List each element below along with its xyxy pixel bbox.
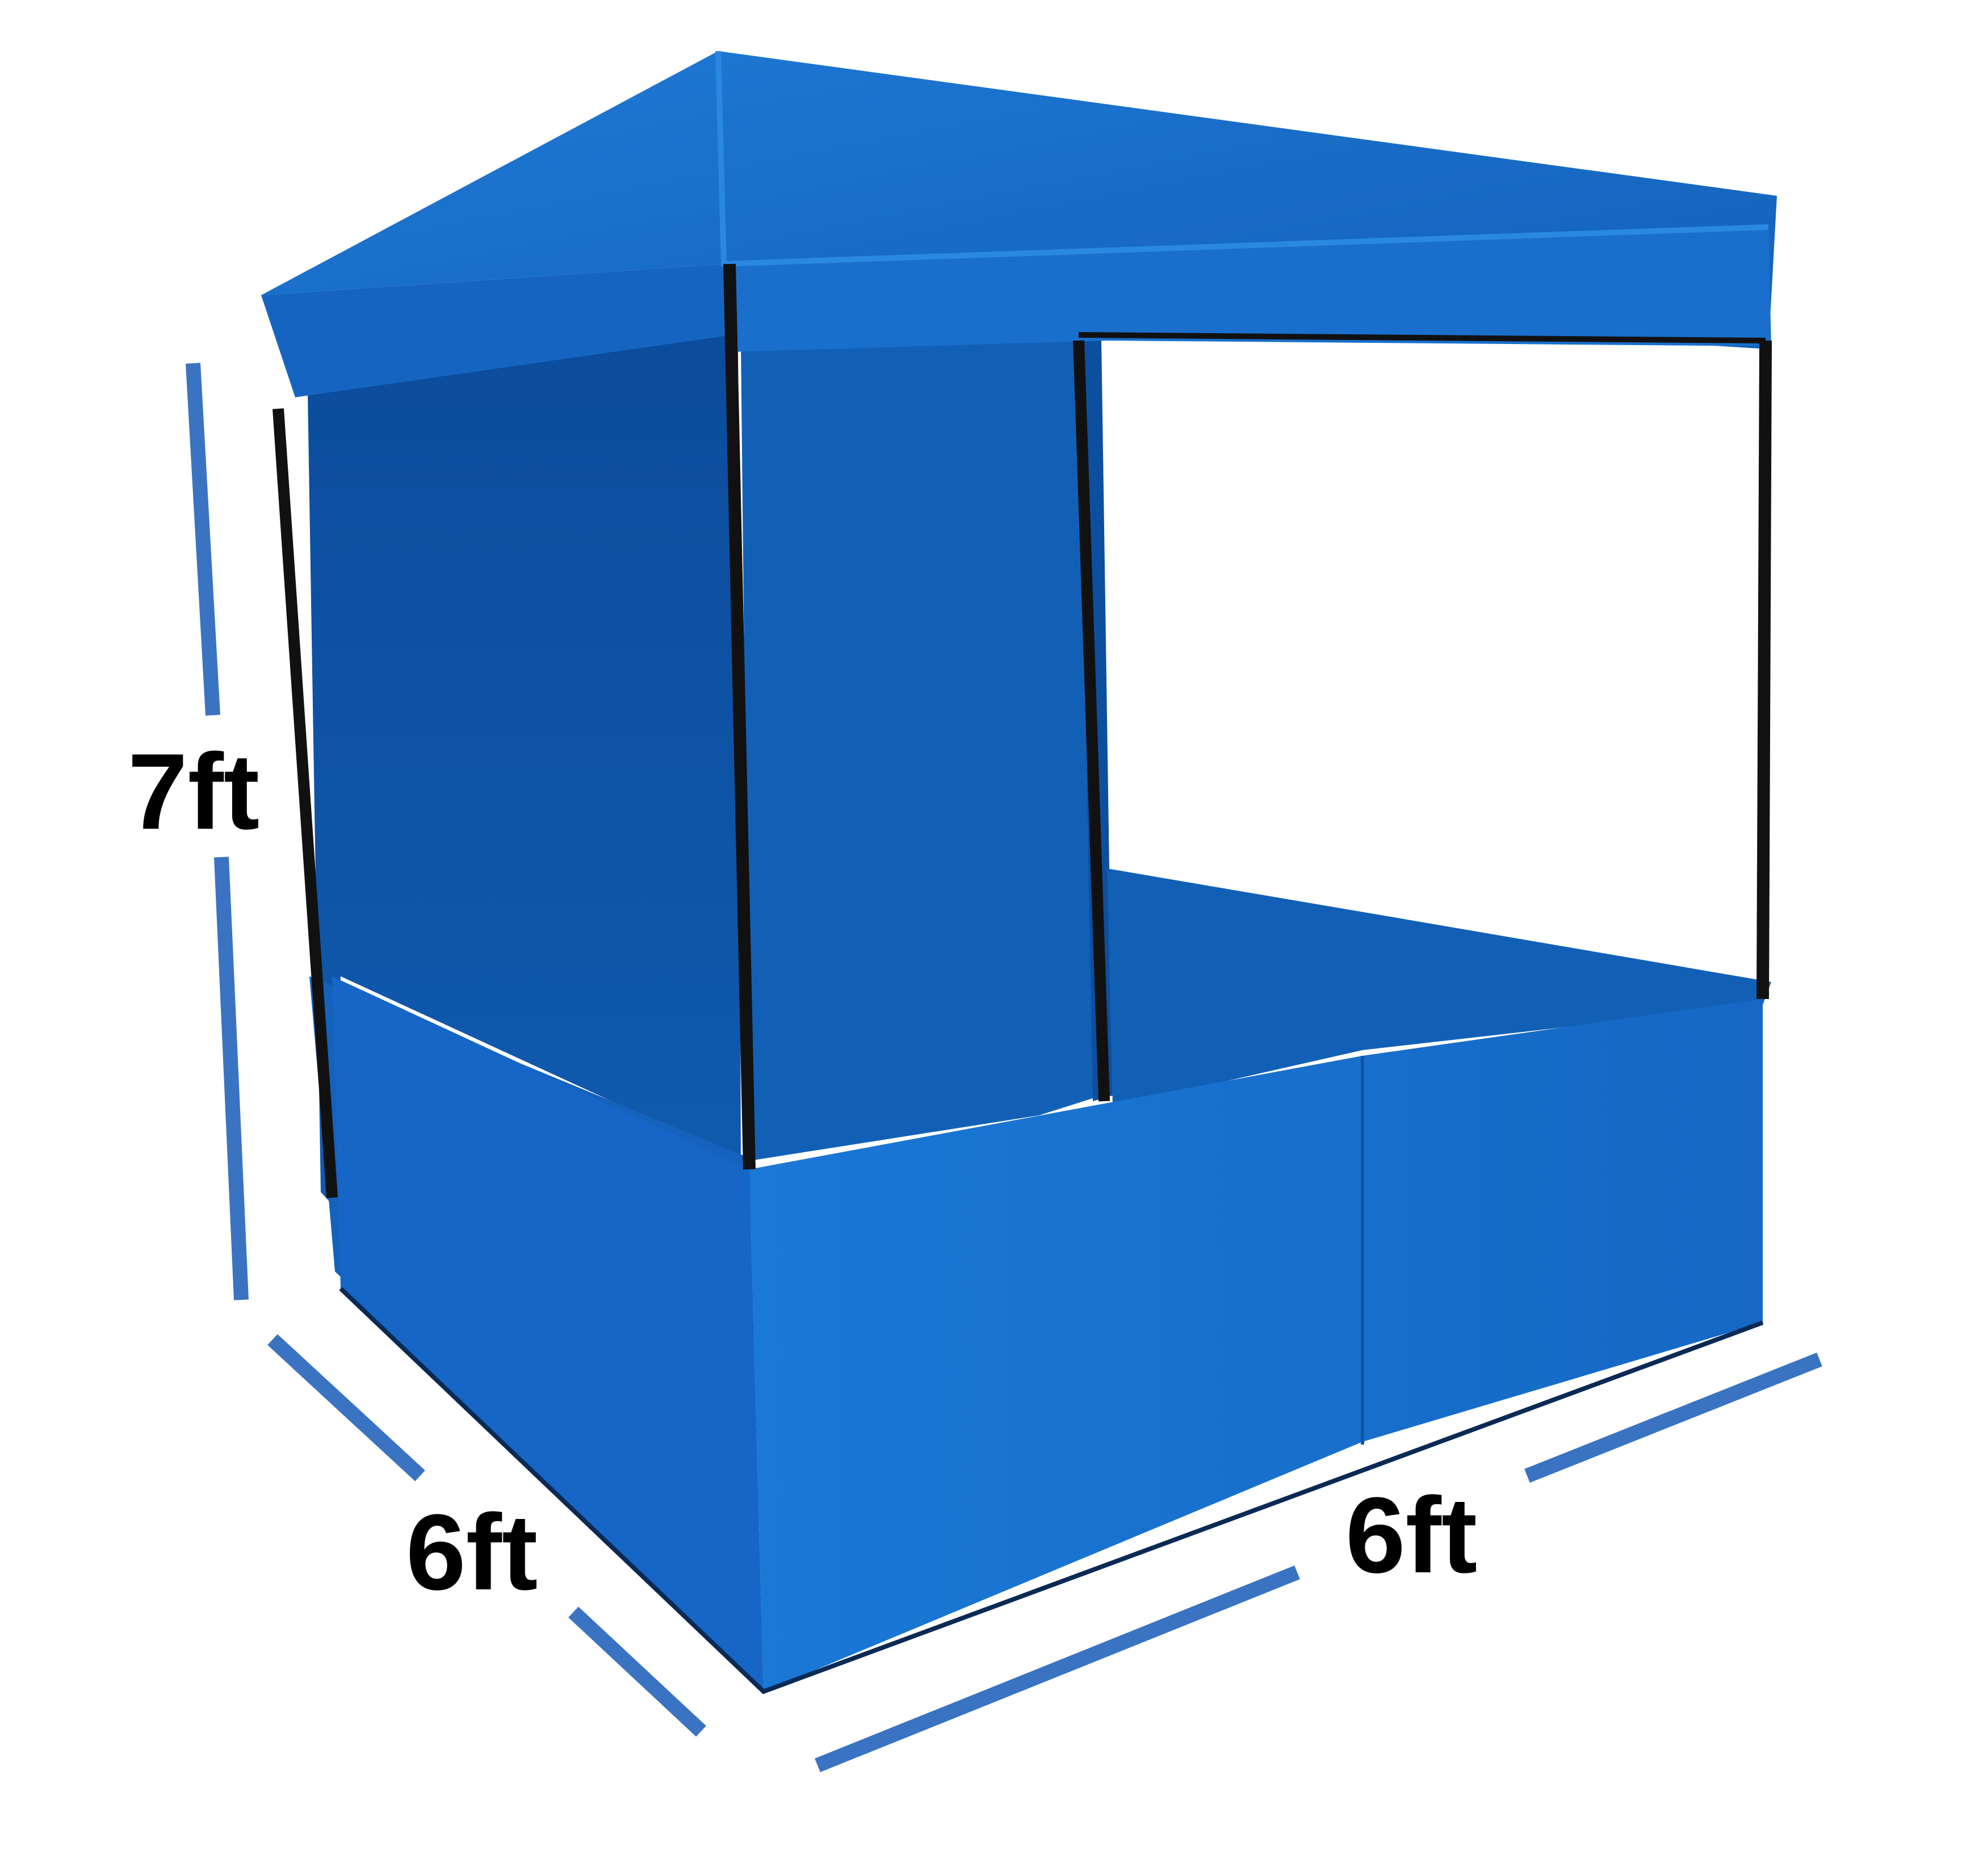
tent-frame-crossbar	[1078, 332, 1766, 343]
depth-dimension-line-upper	[267, 1334, 425, 1482]
tent-right-inner-wall	[1107, 868, 1771, 1107]
tent-pole-center	[1073, 340, 1110, 1102]
depth-label: 6ft	[406, 1492, 538, 1613]
tent-left-lower-panel	[332, 976, 764, 1692]
dimension-lines	[186, 363, 1822, 1773]
width-label: 6ft	[1345, 1475, 1477, 1596]
tent-canopy-ridge	[715, 51, 1769, 267]
height-dimension-line-upper	[186, 363, 220, 716]
tent	[261, 51, 1777, 1694]
width-dimension-line-left	[815, 1565, 1300, 1773]
height-dimension-line-lower	[214, 857, 249, 1300]
depth-dimension-line-lower	[568, 1606, 706, 1737]
tent-left-wall	[307, 324, 758, 1674]
width-dimension-line-right	[1524, 1352, 1822, 1483]
height-label: 7ft	[128, 732, 259, 852]
tent-canopy-front-valance	[724, 227, 1771, 352]
tent-middle-back-wall	[741, 341, 1101, 1161]
tent-canopy-left-valance	[261, 264, 732, 397]
tent-base-line	[339, 1287, 1764, 1694]
tent-pole-back-left	[272, 408, 338, 1198]
tent-pole-front-right	[1756, 340, 1772, 1000]
tent-pole-front-left	[723, 263, 756, 1170]
tent-front-lower-wall	[749, 999, 1763, 1692]
